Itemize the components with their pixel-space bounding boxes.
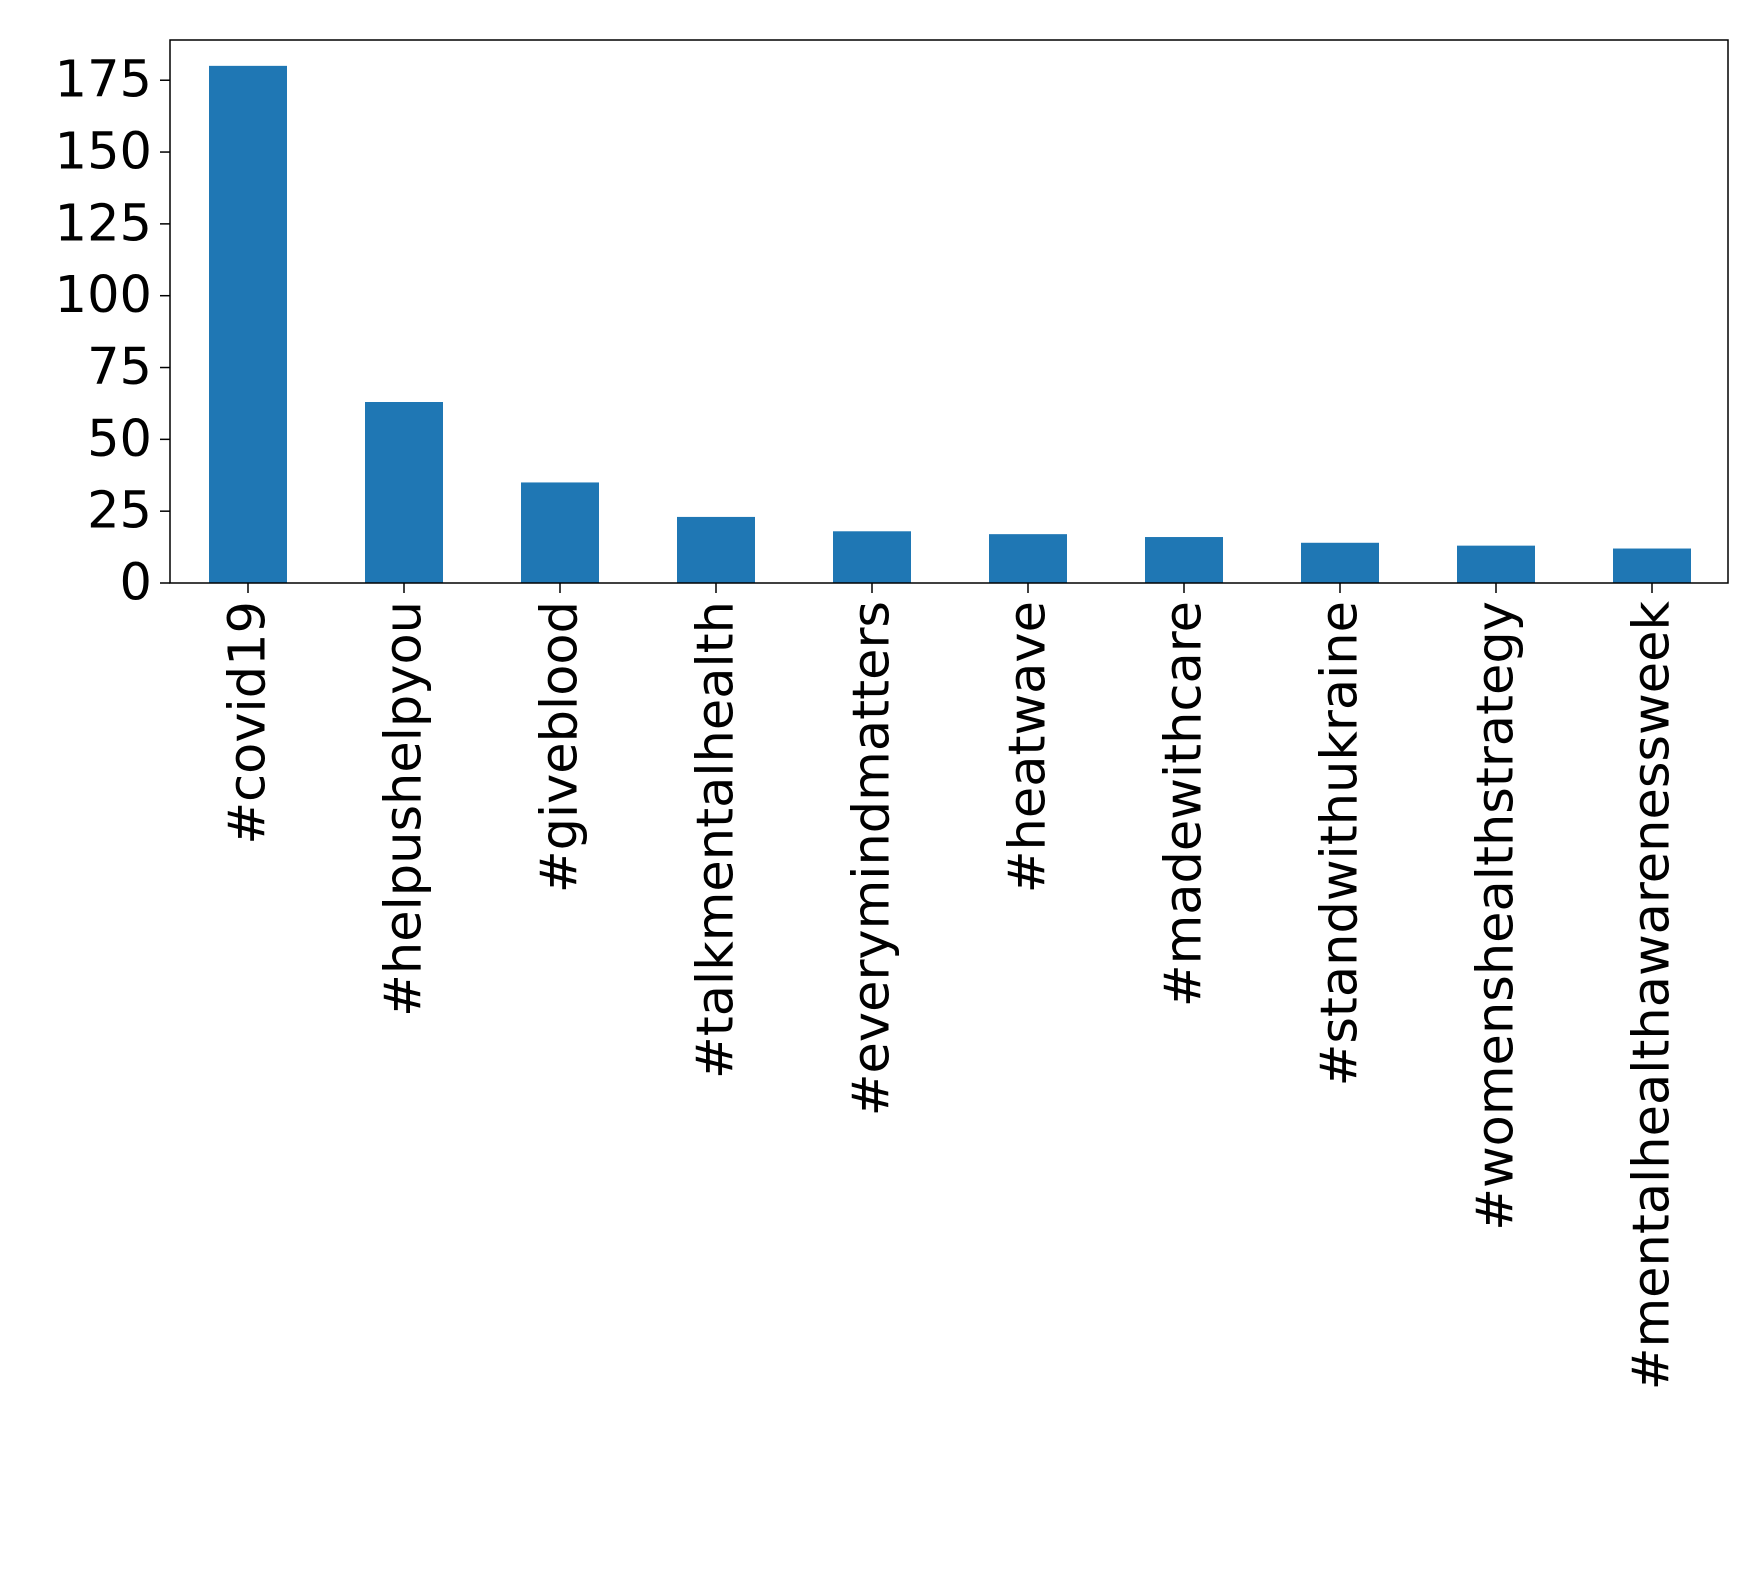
- bar-everymindmatters: [833, 531, 911, 583]
- y-axis: 0 25 50 75 100 125 150 175: [55, 51, 170, 613]
- x-tick-label: #madewithcare: [1155, 601, 1214, 1007]
- x-tick-label: #talkmentalhealth: [687, 601, 746, 1079]
- bar-giveblood: [521, 482, 599, 583]
- bar-covid19: [209, 65, 287, 584]
- bar-standwithukraine: [1301, 542, 1379, 583]
- y-tick-label: 75: [87, 338, 152, 397]
- y-tick-label: 150: [55, 123, 152, 182]
- bars-group: [209, 65, 1691, 584]
- x-tick-label: #heatwave: [999, 601, 1058, 893]
- y-tick-label: 25: [87, 482, 152, 541]
- bar-heatwave: [989, 534, 1067, 583]
- x-tick-label: #womenshealthstrategy: [1467, 601, 1526, 1231]
- y-tick-label: 175: [55, 51, 152, 110]
- x-tick-label: #giveblood: [531, 601, 590, 893]
- y-tick-label: 100: [55, 266, 152, 325]
- y-tick-label: 125: [55, 194, 152, 253]
- y-tick-label: 0: [120, 554, 152, 613]
- bar-madewithcare: [1145, 537, 1223, 583]
- x-tick-label: #everymindmatters: [843, 601, 902, 1116]
- bar-talkmentalhealth: [677, 516, 755, 583]
- x-tick-label: #standwithukraine: [1311, 601, 1370, 1086]
- x-tick-label: #mentalhealthawarenessweek: [1623, 601, 1682, 1391]
- x-tick-label: #covid19: [219, 601, 278, 845]
- x-axis: #covid19 #helpushelpyou #giveblood #talkmen…: [219, 583, 1682, 1390]
- bar-mentalhealthawarenessweek: [1613, 548, 1691, 583]
- bar-helpushelpyou: [365, 402, 443, 583]
- plot-frame: [169, 39, 1729, 584]
- y-tick-label: 50: [87, 410, 152, 469]
- x-tick-label: #helpushelpyou: [375, 601, 434, 1017]
- bar-womenshealthstrategy: [1457, 545, 1535, 583]
